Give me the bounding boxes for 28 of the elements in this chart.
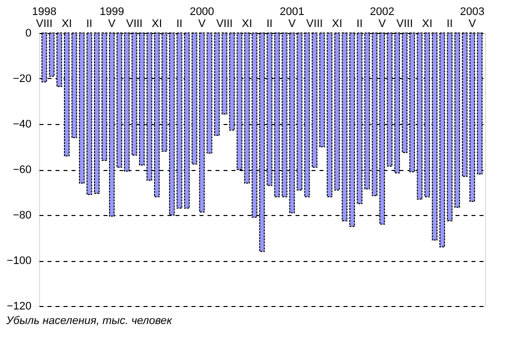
y-tick-label: −60: [12, 164, 32, 176]
x-tick-label: VIII: [216, 18, 233, 30]
x-tick-label: VIII: [126, 18, 143, 30]
text: Убыль населения, тыс. человек: [5, 315, 173, 327]
y-tick-label: −20: [12, 73, 32, 85]
x-tick-label: VIII: [396, 18, 413, 30]
y-tick-label: 0: [25, 28, 32, 40]
x-tick-label: 2003 V: [460, 6, 484, 30]
x-tick-label: 2000 V: [190, 6, 214, 30]
x-tick-label: XI: [152, 18, 162, 30]
x-tick-label: II: [86, 18, 92, 30]
x-tick-label: XI: [332, 18, 342, 30]
x-tick-label: II: [356, 18, 363, 30]
x-tick-label: VIII: [306, 18, 323, 30]
x-tick-label: II: [176, 18, 182, 30]
y-tick-label: −100: [6, 255, 32, 267]
x-tick-label: XI: [242, 18, 252, 30]
x-tick-label: II: [266, 18, 273, 30]
x-tick-label: 1999 V: [100, 6, 124, 30]
x-tick-label: 2001 V: [280, 6, 304, 30]
x-tick-label: XI: [62, 18, 72, 30]
x-tick-label: II: [446, 18, 453, 30]
x-tick-label: 2002 V: [370, 6, 394, 30]
y-tick-label: −80: [12, 210, 32, 222]
x-tick-label: 1998 VIII: [32, 6, 56, 30]
y-tick-label: −120: [6, 300, 32, 312]
y-tick-label: −40: [12, 118, 32, 130]
x-tick-label: XI: [422, 18, 432, 30]
